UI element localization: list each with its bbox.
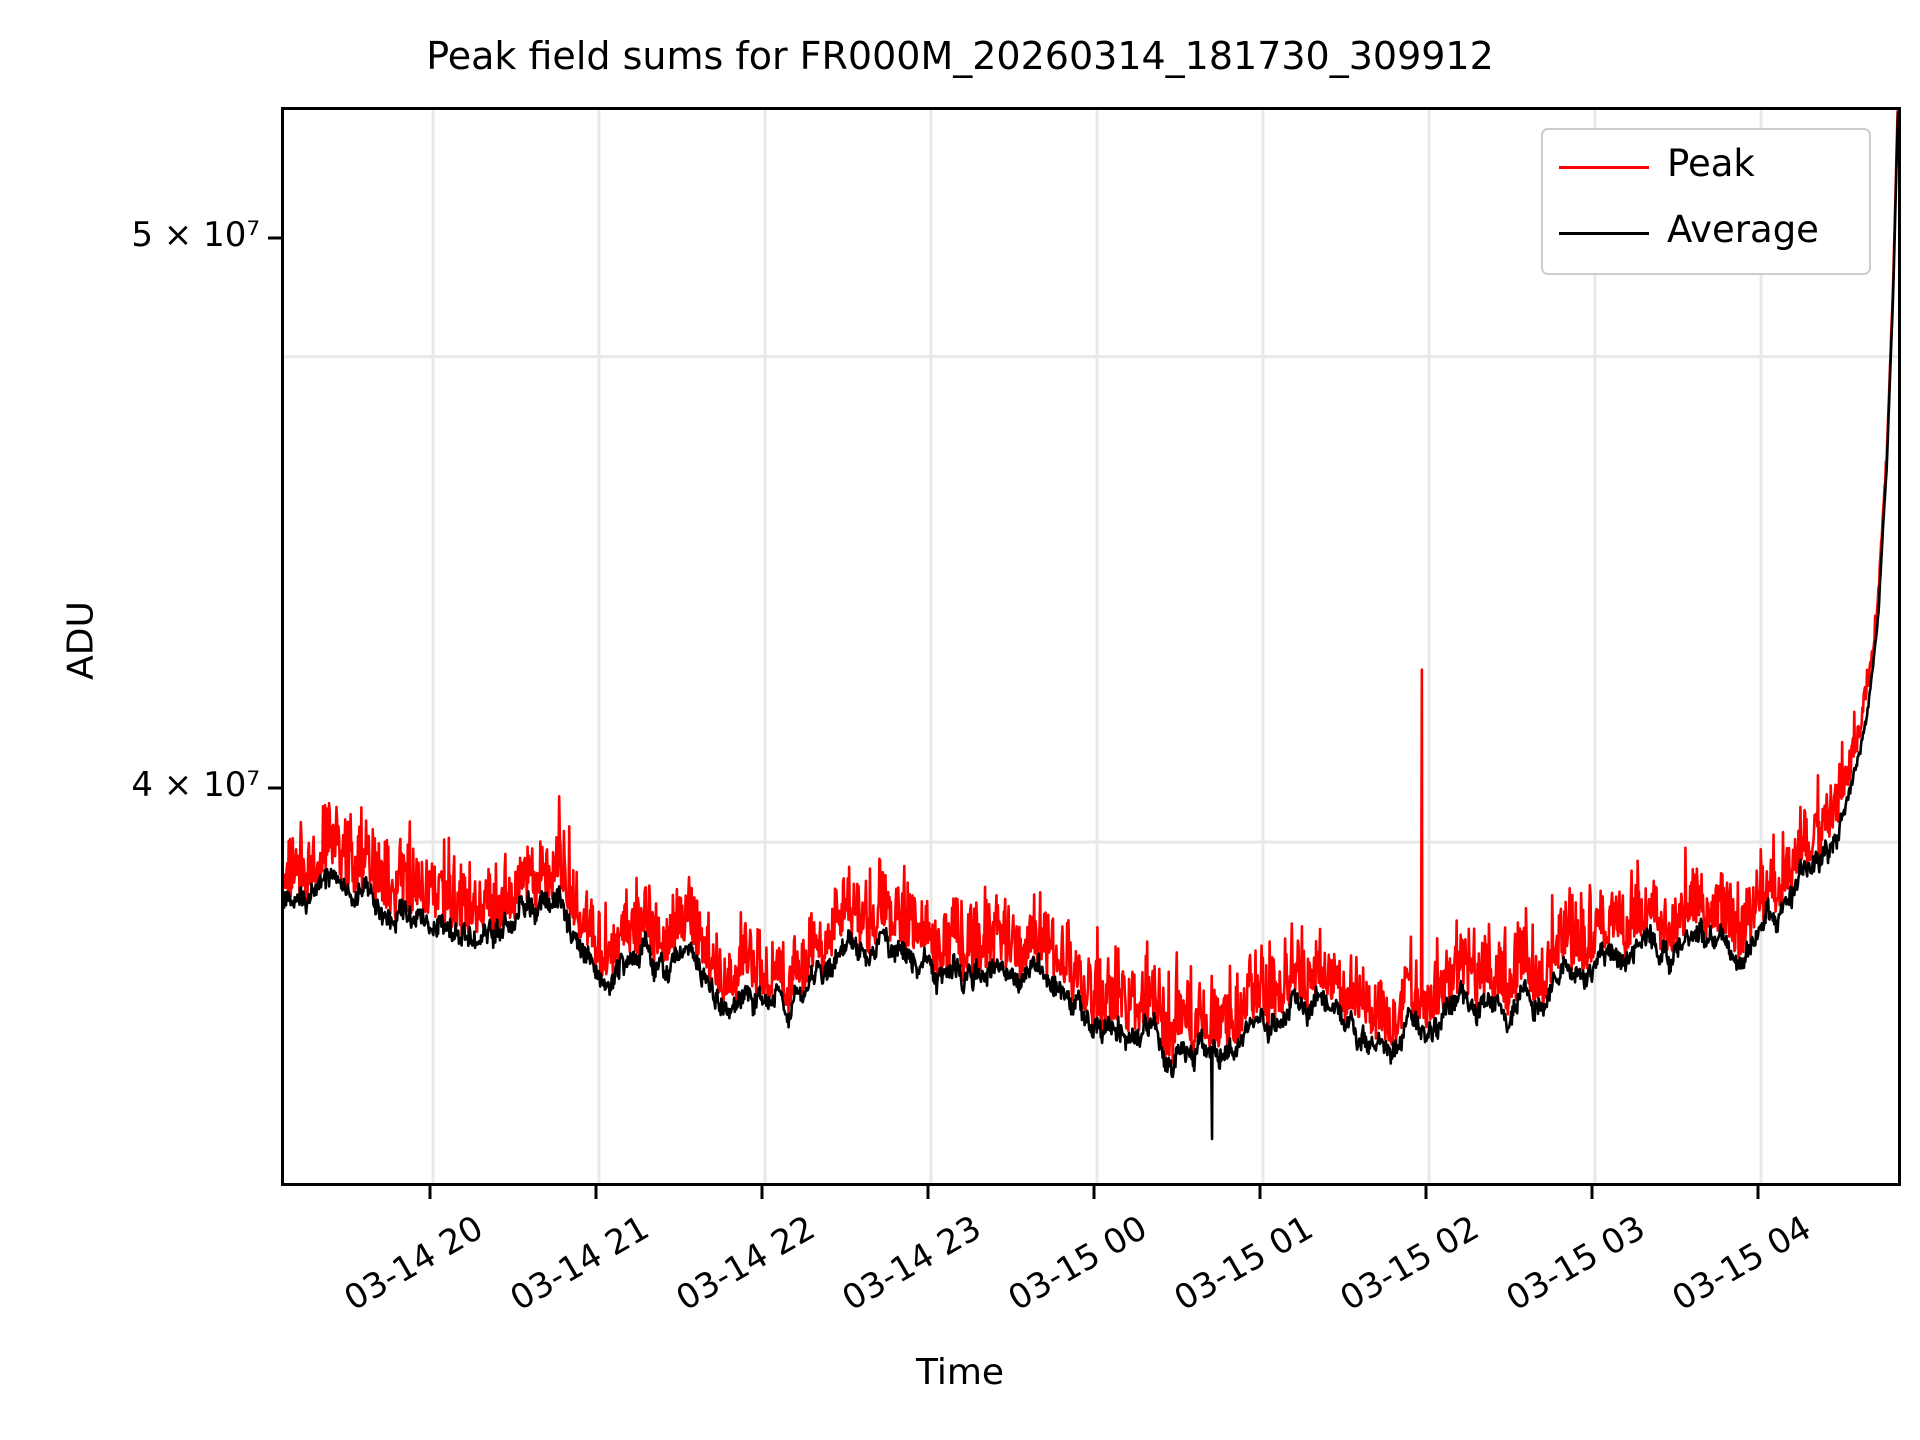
plot-area [281, 107, 1901, 1186]
series-peak-line [284, 110, 1898, 1065]
x-axis-label: Time [915, 1352, 1005, 1393]
legend-label-peak: Peak [1667, 142, 1755, 185]
legend-swatch-average [1559, 232, 1649, 235]
y-tick-label-5e7: 5 × 10⁷ [131, 215, 260, 255]
chart-title: Peak field sums for FR000M_20260314_1817… [426, 34, 1494, 78]
legend: Peak Average [1541, 128, 1871, 275]
x-axis-tickmarks [428, 1186, 1760, 1199]
legend-entry-peak: Peak [1543, 136, 1869, 198]
legend-label-average: Average [1667, 208, 1819, 251]
legend-swatch-peak [1559, 166, 1649, 169]
plot-svg [284, 110, 1898, 1183]
y-tick-label-4e7: 4 × 10⁷ [131, 765, 260, 805]
y-axis-label: ADU [60, 601, 102, 680]
legend-entry-average: Average [1543, 202, 1869, 264]
series-average-line [284, 112, 1898, 1141]
y-axis-tickmarks [268, 236, 281, 790]
